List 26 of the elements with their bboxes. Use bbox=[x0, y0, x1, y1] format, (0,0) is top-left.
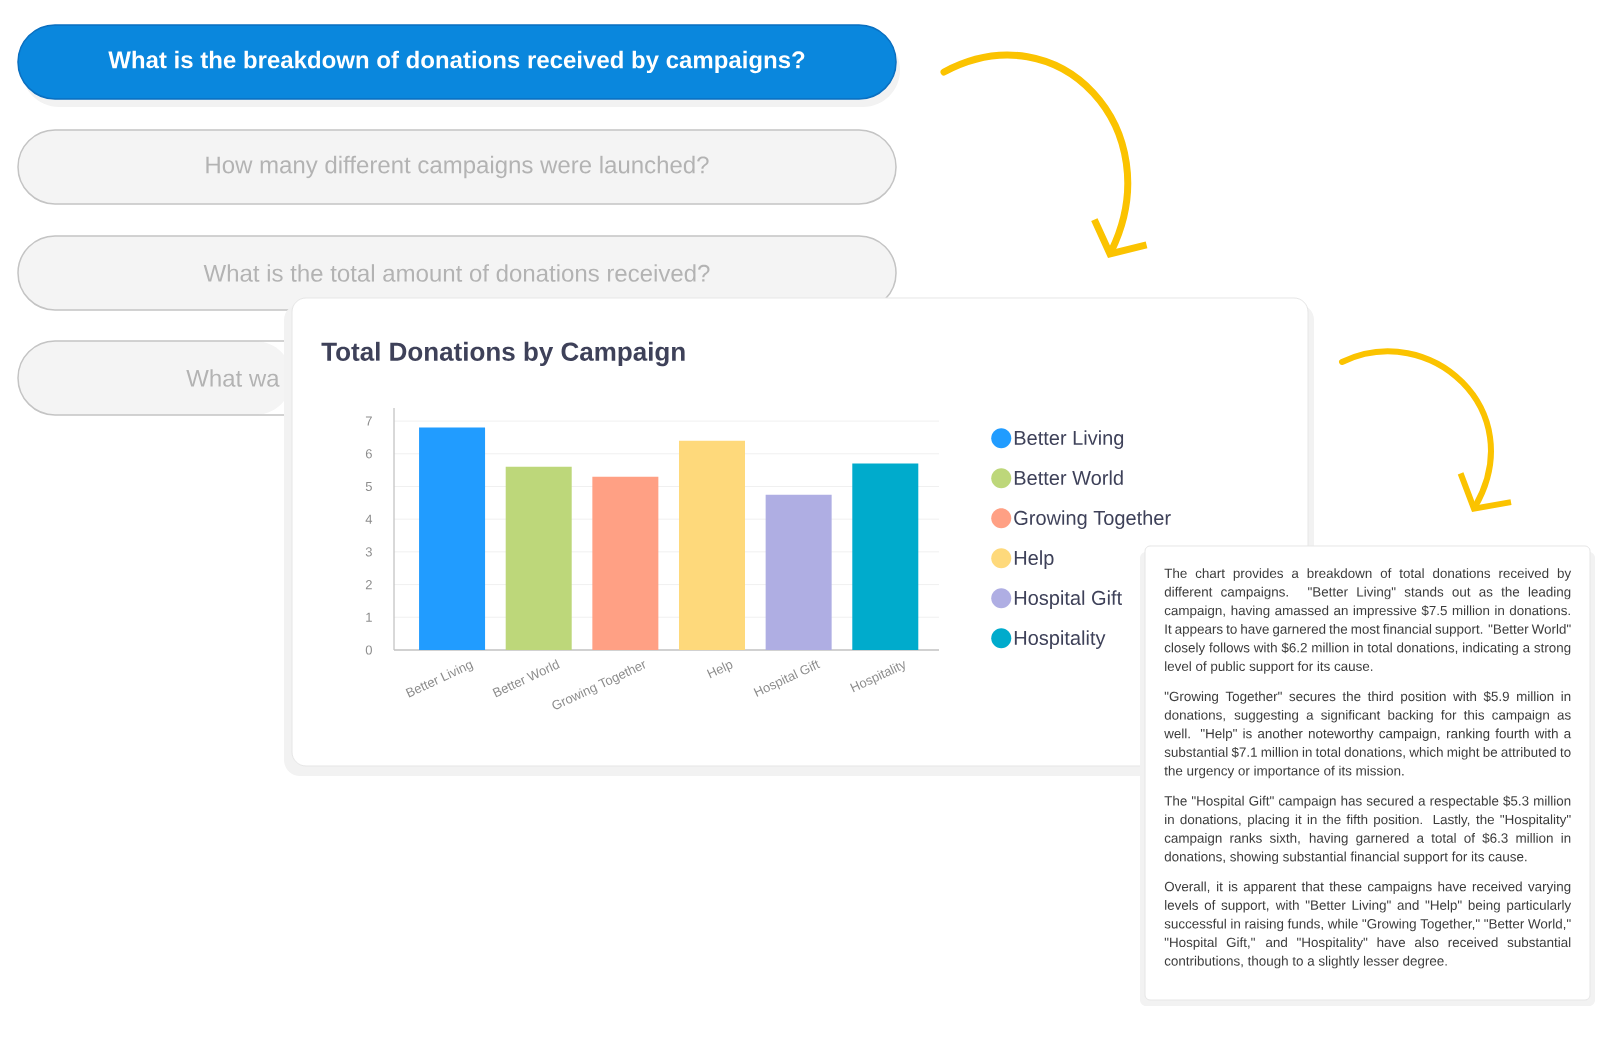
x-tick-label: Better World bbox=[492, 659, 560, 698]
text: Overall, it is apparent that these campaigns have received varying levels of support, with "Better Living" and "Help" being particularly successful in raising funds, while "Growing Together," "Better World," "Hospital Gift," and "Hospitality" have also received substantial contributions, though to a slightly lesser degree. bbox=[1164, 881, 1572, 969]
y-tick-label: 0 bbox=[365, 645, 372, 655]
y-tick-label: 3 bbox=[365, 547, 372, 557]
legend-label: Help bbox=[1014, 550, 1054, 569]
x-tick-label: Help bbox=[706, 662, 733, 679]
text: What is the breakdown of donations received by campaigns? bbox=[108, 50, 805, 74]
text: The "Hospital Gift" campaign has secured a respectable $5.3 million in donations, placing it in the fifth position. Lastly, the "Hospitality" campaign ranks sixth, having garnered a total of $6.3 million in donations, showing substantial financial support for its cause. bbox=[1164, 795, 1571, 865]
text: What wa bbox=[186, 369, 280, 387]
y-tick-label: 2 bbox=[365, 580, 372, 590]
y-tick-label: 5 bbox=[365, 481, 372, 492]
text: "Growing Together" secures the third position with $5.9 million in donations, suggesting a significant backing for this campaign as well. "Help" is another noteworthy campaign, ranking fourth with a substantial $7.1 million in total donations, which might be attributed to the urgency or importance of its mission. bbox=[1164, 691, 1572, 779]
legend-label: Hospital Gift bbox=[1014, 590, 1122, 609]
x-tick-label: Better Living bbox=[405, 661, 474, 698]
text: How many different campaigns were launched? bbox=[206, 155, 709, 179]
text: The chart provides a breakdown of total donations received by different campaigns. "Better Living" stands out as the leading campaign, having amassed an impressive $7.5 million in donations. It appears to have garnered the most financial support. "Better World" closely follows with $6.2 million in total donations, indicating a strong level of public support for its cause. bbox=[1164, 568, 1572, 674]
y-tick-label: 4 bbox=[365, 514, 373, 524]
legend-label: Better World bbox=[1014, 470, 1123, 486]
chart-title: Total Donations by Campaign bbox=[321, 341, 685, 367]
y-tick-label: 7 bbox=[365, 416, 372, 426]
legend-label: Hospitality bbox=[1014, 630, 1106, 649]
legend-label: Better Living bbox=[1014, 430, 1124, 449]
y-tick-label: 1 bbox=[366, 612, 372, 622]
legend-label: Growing Together bbox=[1014, 510, 1171, 529]
text: What is the total amount of donations received? bbox=[203, 264, 710, 282]
y-tick-label: 6 bbox=[365, 449, 372, 459]
